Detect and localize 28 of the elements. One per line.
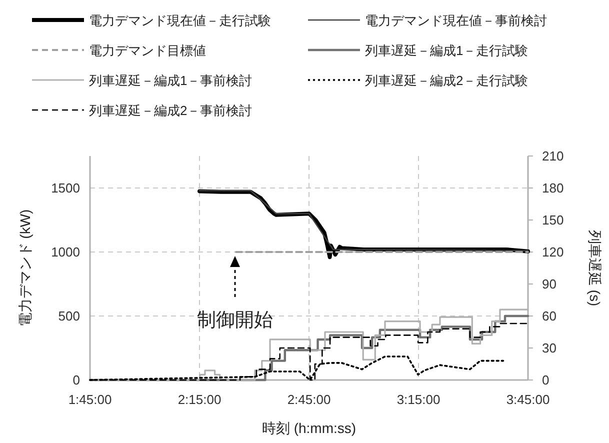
y2-tick-label: 30 xyxy=(542,340,556,356)
legend-label: 列車遅延－編成2－走行試験 xyxy=(365,73,528,88)
legend-label: 電力デマンド目標値 xyxy=(89,43,206,58)
annotation: 制御開始 xyxy=(197,310,273,331)
y-tick-label: 500 xyxy=(58,308,80,324)
x-tick-label: 3:15:00 xyxy=(396,392,440,407)
x-tick-label: 3:45:00 xyxy=(506,392,550,407)
x-tick-label: 1:45:00 xyxy=(68,392,112,407)
y2-axis-title: 列車遅延 (s) xyxy=(587,230,603,306)
y-tick-label: 1500 xyxy=(51,180,80,196)
legend-label: 電力デマンド現在値－事前検討 xyxy=(365,13,547,28)
x-tick-label: 2:15:00 xyxy=(178,392,222,407)
legend-label: 電力デマンド現在値－走行試験 xyxy=(89,13,271,28)
y2-tick-label: 210 xyxy=(542,148,564,164)
y2-tick-label: 90 xyxy=(542,276,556,292)
y2-tick-label: 180 xyxy=(542,180,564,196)
y-tick-label: 1000 xyxy=(51,244,80,260)
y-axis-title: 電力デマンド (kW) xyxy=(17,209,33,327)
y2-tick-label: 150 xyxy=(542,212,564,228)
x-tick-label: 2:45:00 xyxy=(287,392,331,407)
legend-label: 列車遅延－編成2－事前検討 xyxy=(89,103,252,118)
y2-tick-label: 60 xyxy=(542,308,556,324)
legend-label: 列車遅延－編成1－事前検討 xyxy=(89,73,252,88)
legend-label: 列車遅延－編成1－走行試験 xyxy=(365,43,528,58)
y2-tick-label: 0 xyxy=(542,372,550,388)
y-tick-label: 0 xyxy=(72,372,80,388)
y2-tick-label: 120 xyxy=(542,244,564,260)
x-axis-title: 時刻 (h:mm:ss) xyxy=(262,420,356,436)
